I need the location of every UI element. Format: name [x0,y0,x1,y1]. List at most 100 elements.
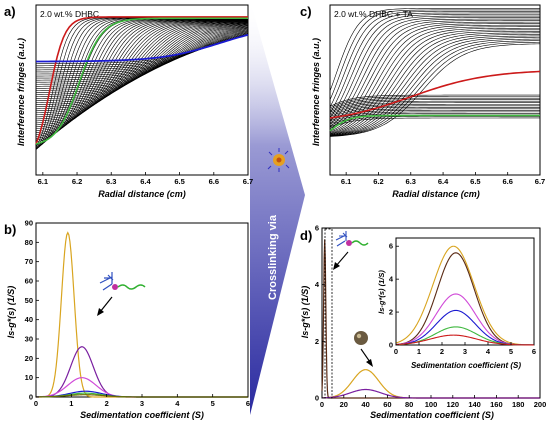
panel-a-scan-line [35,20,249,118]
panel-c-scan-line [329,43,541,137]
panel-a-frame [35,4,249,176]
panel-c-scan-line [329,21,540,131]
panel-a-xtick-label: 6.4 [140,177,151,186]
panel-b-ytick-label: 0 [29,393,33,402]
panel-b-pointer-arrow [99,296,113,313]
panel-c-scan-line [329,37,541,137]
panel-b-xtick-label: 6 [246,399,250,408]
panel-d-xtick-label: 120 [447,400,460,409]
panel-b-ytick-label: 30 [25,335,33,344]
panel-c-scan-line [329,38,541,137]
panel-a-xtick-label: 6.3 [106,177,116,186]
panel-c-scan-line [329,100,540,113]
panel-c-scan-line [329,34,540,136]
panel-b-xtick-label: 1 [69,399,73,408]
panel-b-xtick-label: 0 [34,399,38,408]
crosslinking-arrow [250,0,305,415]
panel-c-scan-line [329,32,541,136]
panel-b-xtick-label: 4 [175,399,180,408]
panel-d-xtick-label: 180 [512,400,525,409]
panel-c-scan-line [329,35,541,136]
panel-b-xtick-label: 2 [105,399,109,408]
panel-c-scan-line [329,94,540,107]
panel-c-xtick-label: 6.3 [406,177,416,186]
panel-a-scan-line [35,31,249,71]
panel-d-xtick-label: 40 [361,400,369,409]
panel-c-scan-line [329,40,541,137]
panel-c: c) 2.0 wt.% DHBC + TA 6.1 6.2 6.3 6.4 6.5 6.6… [300,4,545,199]
polymer-coil-icon [99,272,146,291]
nanoparticle-icon [267,148,290,172]
sphere-particle-icon [354,331,368,345]
panel-b-ylabel: ls-g*(s) (1/S) [6,286,16,339]
panel-d-inset-xtick-label: 1 [417,347,421,356]
panel-b-xlabel: Sedimentation coefficient (S) [80,410,204,420]
panel-c-scan-line [329,116,540,128]
panel-d-inset-ytick-label: 6 [389,242,393,251]
panel-a-xtick-label: 6.2 [72,177,82,186]
panel-c-scan-line [329,11,540,108]
panel-d-arrowhead-1 [333,262,340,270]
panel-b-ytick-label: 70 [25,257,33,266]
panel-d-ylabel: ls-g*(s) (1/S) [300,286,310,339]
panel-b-ytick-label: 60 [25,277,33,286]
panel-a-scan-line [35,25,249,89]
panel-c-scan-line [329,105,540,118]
panel-c-scan-line [329,99,540,112]
panel-b-ytick-label: 50 [25,296,33,305]
panel-c-scan-line [329,107,540,119]
panel-a-scan-line [35,34,249,63]
panel-d-xtick-label: 140 [468,400,481,409]
panel-d-inset-xtick-label: 3 [463,347,467,356]
panel-b-ytick-label: 80 [25,238,33,247]
panel-d-ytick-label: 4 [315,280,320,289]
panel-c-xtick-label: 6.7 [535,177,545,186]
panel-d-inset-ytick-label: 0 [389,341,393,350]
panel-d-zoom-box [324,228,333,399]
panel-c-xlabel: Radial distance (cm) [392,189,480,199]
panel-a-scan-line [35,20,249,120]
panel-c-scan-line [329,23,540,132]
panel-a-scan-line [35,27,249,83]
panel-c-scan-line [329,15,540,122]
panel-c-scan-line [329,41,541,137]
panel-c-scan-line [329,102,540,115]
panel-d-inset-frame [395,237,535,346]
panel-d-arrowhead-2 [366,359,373,367]
panel-d-inset-xtick-label: 2 [440,347,444,356]
panel-c-scan-line [329,18,540,127]
panel-a-scan-line [35,25,249,87]
panel-a-curves [35,16,249,150]
panel-b-xtick-label: 5 [211,399,215,408]
panel-c-frame [329,4,541,176]
panel-d-inset-xlabel: Sedimentation coefficient (S) [411,361,521,370]
panel-c-scan-line [329,17,540,125]
panel-d-xtick-label: 0 [320,400,324,409]
panel-b-series-line [35,346,248,398]
panel-c-scan-line [329,111,540,123]
panel-d-xtick-label: 100 [425,400,438,409]
panel-a-scan-line [35,28,249,79]
panel-a-scan-line [35,20,249,114]
panel-c-curves [329,8,541,137]
panel-b-ytick-label: 90 [25,219,33,228]
panel-a-xlabel: Radial distance (cm) [98,189,186,199]
panel-d-inset-xtick-label: 0 [394,347,398,356]
panel-b-ytick-label: 10 [25,373,33,382]
panel-c-x-ticks: 6.1 6.2 6.3 6.4 6.5 6.6 6.7 [341,172,545,186]
panel-d-xtick-label: 160 [490,400,503,409]
panel-c-scan-line [329,113,540,125]
panel-d-pointer-arrow-2 [360,348,371,363]
panel-d-xtick-label: 80 [405,400,413,409]
panel-b-xtick-label: 3 [140,399,144,408]
panel-d-inset-ylabel: ls-g*(s) (1/S) [377,270,386,314]
panel-c-scan-line [329,70,541,119]
panel-a-xtick-label: 6.1 [38,177,48,186]
panel-a-xtick-label: 6.7 [243,177,253,186]
panel-c-scan-line [329,117,540,129]
panel-a-scan-line [35,22,249,101]
panel-a-scan-line [35,31,249,73]
panel-a: a) 2.0 wt.% DHBC 6.1 6.2 6.3 6.4 6.5 6.6 6.7 R… [4,4,253,199]
